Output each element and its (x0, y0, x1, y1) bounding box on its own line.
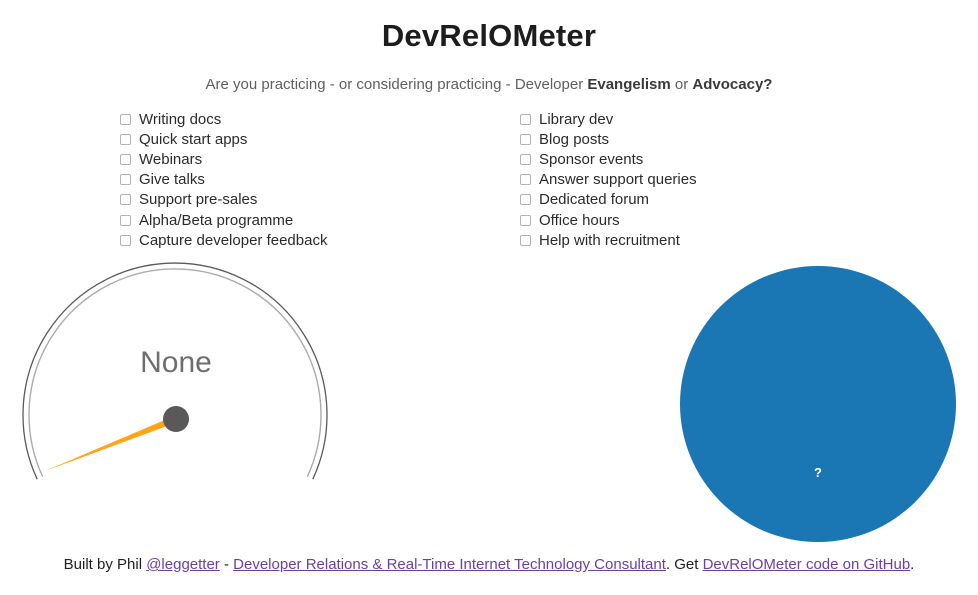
leggetter-twitter-link[interactable]: @leggetter (146, 556, 220, 573)
checklist-item-support-pre-sales[interactable]: Support pre-sales (120, 190, 327, 210)
footer-credits: Built by Phil @leggetter - Developer Rel… (0, 556, 978, 573)
gauge-needle (45, 415, 178, 471)
checklist-item-help-with-recruitment[interactable]: Help with recruitment (520, 230, 697, 250)
checkbox-give-talks[interactable] (120, 174, 131, 186)
checkbox-writing-docs[interactable] (120, 113, 131, 125)
gauge-inner-arc (28, 268, 322, 477)
footer-text: . (910, 556, 915, 573)
checkbox-label: Help with recruitment (539, 231, 680, 249)
pie-slice-unknown (680, 266, 956, 542)
footer-text: . Get (665, 556, 703, 573)
checkbox-label: Blog posts (539, 130, 610, 148)
checkbox-label: Webinars (139, 150, 203, 168)
checkbox-library-dev[interactable] (520, 113, 531, 125)
checkbox-quick-start-apps[interactable] (120, 133, 131, 145)
footer-text: Built by Phil (63, 556, 147, 573)
checklist-item-library-dev[interactable]: Library dev (520, 109, 697, 129)
checkbox-label: Writing docs (139, 110, 222, 128)
checkbox-label: Office hours (539, 211, 620, 229)
checkbox-support-pre-sales[interactable] (120, 194, 131, 206)
gauge-needle-hub (163, 406, 189, 432)
consultant-link[interactable]: Developer Relations & Real-Time Internet… (233, 556, 666, 573)
checklist-item-alpha-beta-programme[interactable]: Alpha/Beta programme (120, 210, 327, 230)
checkbox-dedicated-forum[interactable] (520, 194, 531, 206)
checklist-right-column: Library dev Blog posts Sponsor events An… (520, 109, 697, 250)
subtitle-question: Are you practicing - or considering prac… (0, 76, 978, 93)
github-code-link[interactable]: DevRelOMeter code on GitHub (702, 556, 911, 573)
pie-slice-label: ? (814, 465, 822, 480)
checklist-item-webinars[interactable]: Webinars (120, 149, 327, 169)
checkbox-label: Capture developer feedback (139, 231, 328, 249)
checklist-item-answer-support-queries[interactable]: Answer support queries (520, 170, 697, 190)
checklist-item-capture-developer-feedback[interactable]: Capture developer feedback (120, 230, 327, 250)
subtitle-text-before: Are you practicing - or considering prac… (205, 76, 588, 93)
checkbox-blog-posts[interactable] (520, 133, 531, 145)
checkbox-label: Answer support queries (539, 171, 697, 189)
checkbox-capture-developer-feedback[interactable] (120, 234, 131, 246)
subtitle-text-middle: or (670, 76, 693, 93)
checkbox-label: Dedicated forum (539, 191, 650, 209)
checkbox-sponsor-events[interactable] (520, 153, 531, 165)
checklist-item-dedicated-forum[interactable]: Dedicated forum (520, 190, 697, 210)
checklist-item-quick-start-apps[interactable]: Quick start apps (120, 129, 327, 149)
checklist-item-office-hours[interactable]: Office hours (520, 210, 697, 230)
checklist-item-sponsor-events[interactable]: Sponsor events (520, 149, 697, 169)
checkbox-answer-support-queries[interactable] (520, 174, 531, 186)
devrel-gauge-chart: None (22, 262, 328, 480)
checkbox-label: Library dev (539, 110, 614, 128)
gauge-outer-arc (22, 262, 328, 480)
checklist-item-give-talks[interactable]: Give talks (120, 170, 327, 190)
gauge-value-label: None (140, 346, 212, 379)
checkbox-office-hours[interactable] (520, 214, 531, 226)
checkbox-webinars[interactable] (120, 153, 131, 165)
footer-text: - (219, 556, 234, 573)
checkbox-label: Alpha/Beta programme (139, 211, 294, 229)
devrel-pie-chart: ? (680, 266, 956, 542)
checkbox-label: Support pre-sales (139, 191, 258, 209)
subtitle-emphasis-evangelism: Evangelism (587, 76, 671, 93)
checkbox-alpha-beta-programme[interactable] (120, 214, 131, 226)
checklist-item-writing-docs[interactable]: Writing docs (120, 109, 327, 129)
checklist-item-blog-posts[interactable]: Blog posts (520, 129, 697, 149)
checkbox-label: Sponsor events (539, 150, 644, 168)
page-title: DevRelOMeter (381, 18, 597, 53)
checkbox-label: Quick start apps (139, 130, 248, 148)
checkbox-help-with-recruitment[interactable] (520, 234, 531, 246)
subtitle-emphasis-advocacy: Advocacy? (692, 76, 773, 93)
checkbox-label: Give talks (139, 171, 205, 189)
checklist-left-column: Writing docs Quick start apps Webinars G… (120, 109, 327, 250)
